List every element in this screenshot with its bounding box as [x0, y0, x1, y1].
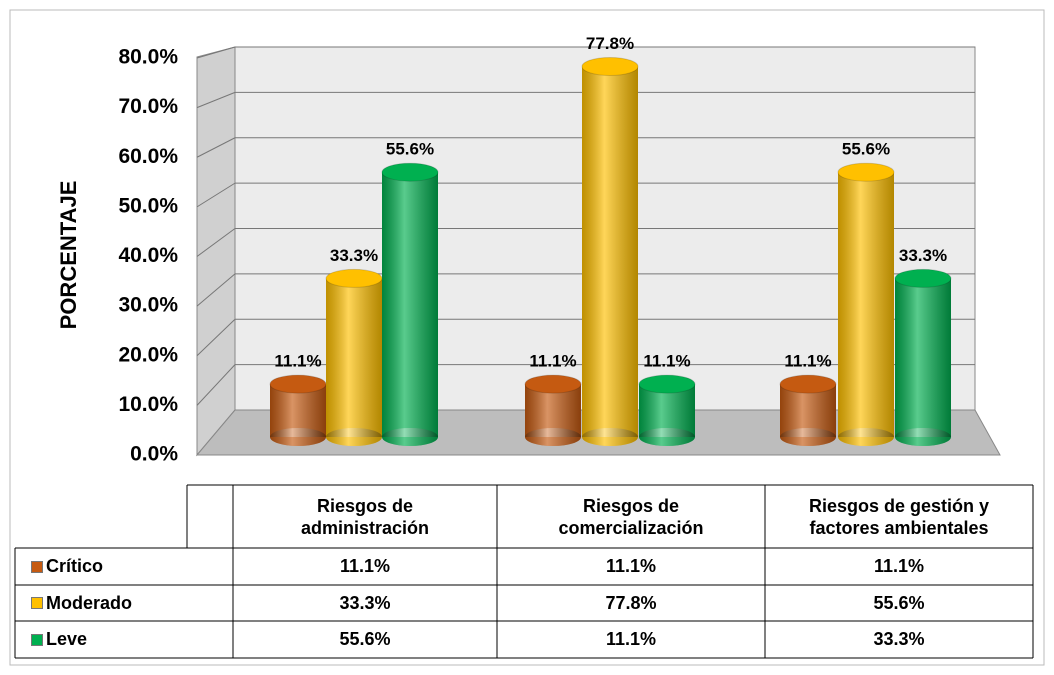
bar-shade	[582, 66, 638, 437]
bar-base-shade	[525, 428, 581, 446]
category-label: Riesgos de gestión y factores ambientale…	[808, 495, 990, 538]
y-tick-label: 40.0%	[118, 244, 178, 267]
bar-base-shade	[895, 428, 951, 446]
legend-swatch	[31, 560, 43, 573]
legend-swatch	[31, 633, 43, 646]
legend-label: Leve	[46, 629, 88, 649]
y-tick-label: 30.0%	[118, 294, 178, 317]
grid-line	[196, 46, 236, 59]
y-tick-label: 60.0%	[118, 145, 178, 168]
y-tick-label: 0.0%	[130, 443, 178, 466]
grid-line	[196, 182, 236, 208]
bar	[581, 56, 639, 446]
table-value: 11.1%	[605, 556, 657, 576]
table-value: 11.1%	[605, 629, 657, 649]
grid-line	[196, 228, 236, 257]
bar-base-shade	[382, 428, 438, 446]
bar	[894, 268, 952, 446]
bar-top	[779, 374, 837, 394]
frame	[9, 9, 1045, 666]
value-label: 11.1%	[529, 352, 576, 371]
category-label: Riesgos de administración	[300, 495, 430, 538]
bar-top	[837, 162, 895, 182]
bar-base-shade	[582, 428, 638, 446]
bar-shade	[382, 172, 438, 437]
y-tick-label: 70.0%	[118, 95, 178, 118]
side-wall	[196, 46, 236, 457]
value-label: 55.6%	[842, 140, 890, 159]
grid-line	[196, 273, 236, 307]
bar-top	[524, 374, 582, 394]
bar-base-shade	[270, 428, 326, 446]
table-value: 55.6%	[339, 629, 391, 649]
bar	[638, 374, 696, 446]
bar-top	[894, 268, 952, 288]
grid-line	[196, 137, 236, 158]
bar-base-shade	[326, 428, 382, 446]
grid-line	[196, 318, 236, 357]
bar-top	[325, 268, 383, 288]
bar-top	[269, 374, 327, 394]
bar-top	[581, 56, 639, 76]
bar	[524, 374, 582, 446]
legend-label: Crítico	[46, 556, 104, 576]
bar-base-shade	[838, 428, 894, 446]
bar	[381, 162, 439, 446]
legend-swatch	[31, 597, 43, 609]
legend-label: Moderado	[46, 592, 133, 613]
y-tick-label: 50.0%	[118, 194, 178, 217]
bar-base-shade	[639, 428, 695, 446]
value-label: 55.6%	[386, 140, 434, 159]
table-value: 11.1%	[873, 556, 925, 576]
bar-shade	[895, 278, 951, 437]
value-label: 11.1%	[784, 352, 831, 371]
legend-entry: Moderado	[15, 585, 233, 621]
table-value: 33.3%	[873, 629, 925, 649]
grid-line	[196, 364, 236, 406]
bar	[269, 374, 327, 446]
y-axis-label: PORCENTAJE	[56, 181, 81, 330]
y-tick-label: 20.0%	[118, 343, 178, 366]
value-label: 33.3%	[899, 246, 947, 265]
grid-line	[196, 91, 236, 109]
value-label: 77.8%	[586, 34, 634, 53]
legend-entry: Leve	[15, 621, 233, 658]
bar	[779, 374, 837, 446]
legend-entry: Crítico	[15, 548, 233, 585]
category-label: Riesgos de comercialización	[558, 495, 704, 538]
bar	[325, 268, 383, 446]
table-value: 55.6%	[873, 592, 925, 613]
bar-shade	[838, 172, 894, 437]
bar-top	[381, 162, 439, 182]
bar-base-shade	[780, 428, 836, 446]
y-tick-label: 80.0%	[118, 46, 178, 69]
y-tick-label: 10.0%	[118, 393, 178, 416]
bar	[837, 162, 895, 446]
category-header: Riesgos de comercialización	[497, 485, 765, 548]
category-header: Riesgos de administración	[233, 485, 497, 548]
bar-top	[638, 374, 696, 394]
value-label: 11.1%	[643, 352, 690, 371]
bar-shade	[326, 278, 382, 437]
value-label: 33.3%	[330, 246, 378, 265]
table-value: 77.8%	[605, 592, 657, 613]
value-label: 11.1%	[274, 352, 321, 371]
category-header: Riesgos de gestión y factores ambientale…	[765, 485, 1033, 548]
table-value: 33.3%	[339, 592, 391, 613]
table-value: 11.1%	[339, 556, 391, 576]
